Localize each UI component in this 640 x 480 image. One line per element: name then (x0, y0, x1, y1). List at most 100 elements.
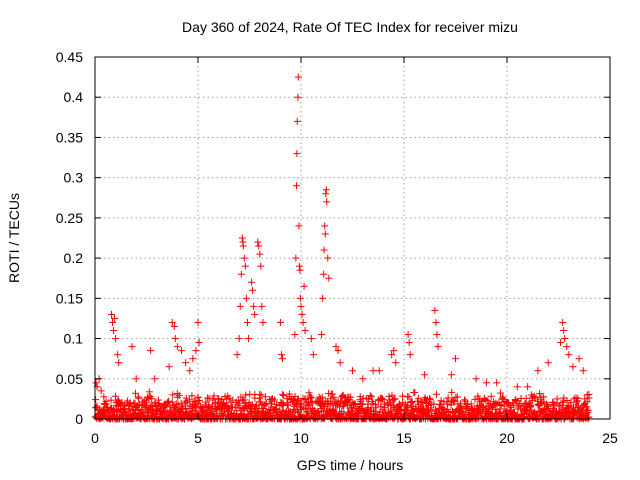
data-point (271, 396, 279, 404)
data-point (405, 393, 413, 401)
data-point (560, 327, 568, 335)
data-point (334, 347, 342, 355)
data-point (366, 392, 374, 400)
data-point (175, 391, 183, 399)
data-point (235, 399, 243, 407)
data-point (195, 339, 203, 347)
data-point (233, 407, 241, 415)
data-point (358, 401, 366, 409)
data-point (297, 302, 305, 310)
data-point (147, 347, 155, 355)
data-point (328, 390, 336, 398)
data-point (372, 404, 380, 412)
data-point (536, 400, 544, 408)
data-point (529, 393, 537, 401)
data-point (575, 355, 583, 363)
data-point (321, 222, 329, 230)
data-point (563, 397, 571, 405)
data-point (407, 399, 415, 407)
data-point (107, 310, 115, 318)
data-point (241, 262, 249, 270)
data-point (452, 355, 459, 363)
data-point (244, 335, 252, 343)
data-point (273, 401, 281, 409)
data-point (249, 286, 257, 294)
data-point (189, 355, 197, 363)
data-point (225, 394, 233, 402)
data-point (293, 150, 301, 158)
data-point (557, 339, 565, 347)
data-point (403, 401, 411, 409)
data-point (499, 396, 507, 404)
data-point (293, 401, 301, 409)
data-point (444, 394, 452, 402)
data-point (115, 359, 123, 367)
data-point (318, 393, 326, 401)
data-point (254, 238, 262, 246)
data-point (565, 351, 573, 359)
data-point (444, 405, 452, 413)
data-point (330, 393, 338, 401)
data-point (295, 262, 303, 270)
data-point (322, 186, 330, 194)
data-point (419, 405, 427, 413)
data-point (512, 396, 520, 404)
data-point (174, 401, 182, 409)
data-point (432, 318, 440, 326)
data-point (323, 198, 331, 206)
data-point (261, 393, 269, 401)
data-point (296, 266, 304, 274)
data-point (238, 234, 246, 242)
x-tick-label: 10 (293, 430, 309, 446)
data-point (377, 402, 385, 410)
data-point (513, 383, 521, 391)
data-point (379, 396, 387, 404)
data-point (450, 397, 458, 405)
data-point (168, 398, 176, 406)
y-tick-label: 0.3 (64, 170, 84, 186)
y-tick-labels: 0 0.05 0.1 0.15 0.2 0.25 0.3 0.35 0.4 0.45 (56, 49, 83, 427)
data-point (389, 402, 397, 410)
data-point (170, 322, 178, 330)
y-tick-label: 0.4 (64, 89, 84, 105)
data-point (248, 278, 256, 286)
data-point (426, 396, 434, 404)
data-point (165, 363, 173, 371)
data-point (279, 391, 287, 399)
data-point (327, 395, 335, 403)
data-point (349, 367, 356, 375)
data-point (405, 339, 413, 347)
data-point (492, 405, 500, 413)
y-tick-label: 0.15 (56, 290, 83, 306)
data-point (385, 392, 393, 400)
data-point (251, 310, 259, 318)
data-point (143, 398, 151, 406)
data-point (240, 396, 248, 404)
data-point (447, 371, 455, 379)
data-point (198, 404, 206, 412)
data-point (307, 393, 315, 401)
data-point (371, 401, 379, 409)
data-point (544, 359, 552, 367)
data-point (300, 404, 308, 412)
data-point (390, 347, 398, 355)
data-point (194, 318, 202, 326)
data-point (490, 401, 498, 409)
data-point (453, 393, 461, 401)
data-point (338, 393, 346, 401)
y-tick-label: 0 (75, 411, 83, 427)
x-axis-label: GPS time / hours (297, 457, 404, 473)
data-point (322, 190, 330, 198)
data-point (528, 397, 536, 405)
data-point (300, 282, 308, 290)
data-point (111, 411, 119, 419)
data-point (102, 400, 110, 408)
data-point (324, 254, 332, 262)
data-point (134, 405, 142, 413)
data-point (201, 402, 209, 410)
data-point (182, 394, 190, 402)
data-point (147, 401, 155, 409)
data-point (277, 351, 285, 359)
data-point (115, 398, 123, 406)
data-point (432, 390, 440, 398)
